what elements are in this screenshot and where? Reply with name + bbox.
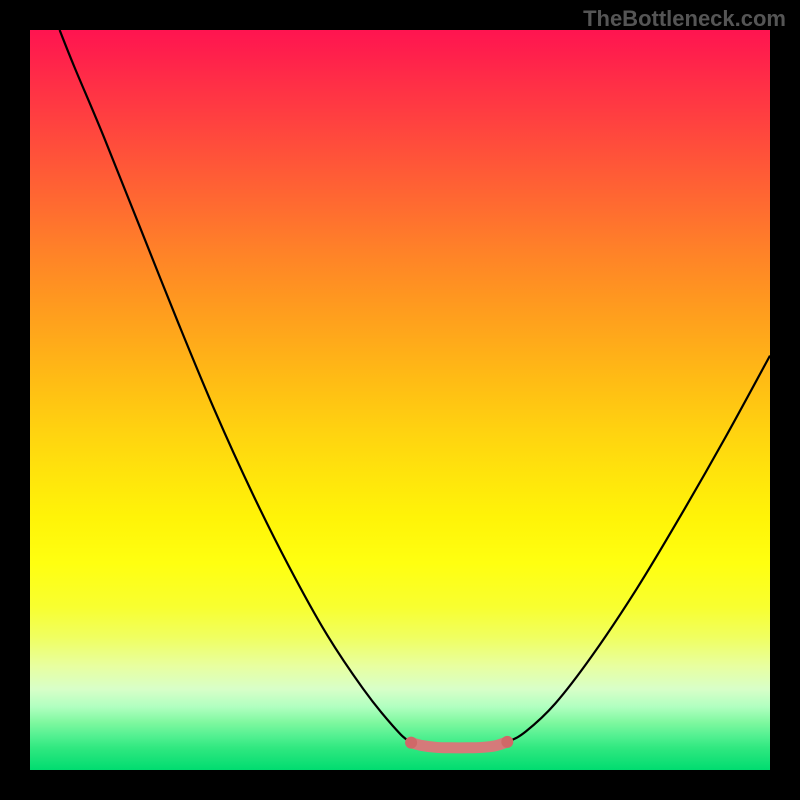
chart-frame: TheBottleneck.com bbox=[0, 0, 800, 800]
watermark-text: TheBottleneck.com bbox=[583, 6, 786, 32]
main-curve bbox=[60, 30, 770, 748]
band-start-dot bbox=[405, 737, 417, 749]
bottom-band bbox=[411, 742, 507, 748]
band-end-dot bbox=[501, 736, 513, 748]
curve-svg bbox=[30, 30, 770, 770]
plot-area bbox=[30, 30, 770, 770]
